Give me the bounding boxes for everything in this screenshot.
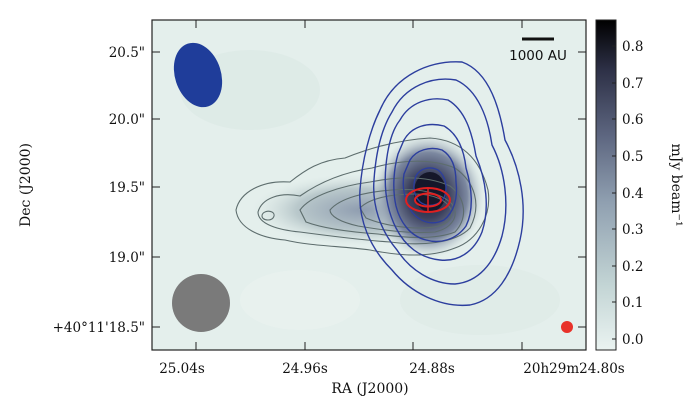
colorbar [595, 19, 617, 351]
y-tick-label: 19.0" [109, 250, 145, 266]
gray-contours [235, 137, 490, 256]
red-contours [405, 187, 451, 213]
colorbar-tick-label: 0.7 [622, 76, 643, 92]
x-tick-label: 20h29m24.80s [523, 361, 625, 377]
x-tick-label: 24.88s [409, 361, 455, 377]
emission-map: 1000 AU [172, 37, 573, 335]
colorbar-tick-label: 0.8 [622, 39, 643, 55]
colorbar-tick-label: 0.5 [622, 149, 643, 165]
blue-contours [359, 61, 524, 307]
colorbar-tick-label: 0.1 [622, 295, 643, 311]
y-tick-label: 20.0" [109, 112, 145, 128]
scale-bar-label: 1000 AU [509, 48, 567, 64]
y-axis [152, 51, 586, 328]
x-axis-label: RA (J2000) [331, 381, 408, 397]
colorbar-ticks [612, 45, 616, 340]
red-contour-beam [561, 321, 573, 333]
colorbar-tick-label: 0.6 [622, 112, 643, 128]
x-axis [195, 20, 523, 350]
grayscale-beam [172, 274, 230, 332]
colorbar-tick-label: 0.3 [622, 222, 643, 238]
colorbar-tick-label: 0.0 [622, 332, 643, 348]
blue-contour-beam [173, 42, 223, 108]
x-tick-label: 24.96s [282, 361, 328, 377]
y-tick-label: 19.5" [109, 180, 145, 196]
y-tick-label: 20.5" [109, 45, 145, 61]
plot-frame [151, 19, 587, 351]
y-tick-label: +40°11'18.5" [53, 320, 145, 336]
colorbar-tick-label: 0.4 [622, 186, 643, 202]
y-axis-label: Dec (J2000) [18, 143, 34, 227]
colorbar-tick-label: 0.2 [622, 259, 643, 275]
colorbar-label: mJy beam⁻¹ [668, 143, 684, 226]
x-tick-label: 25.04s [159, 361, 205, 377]
